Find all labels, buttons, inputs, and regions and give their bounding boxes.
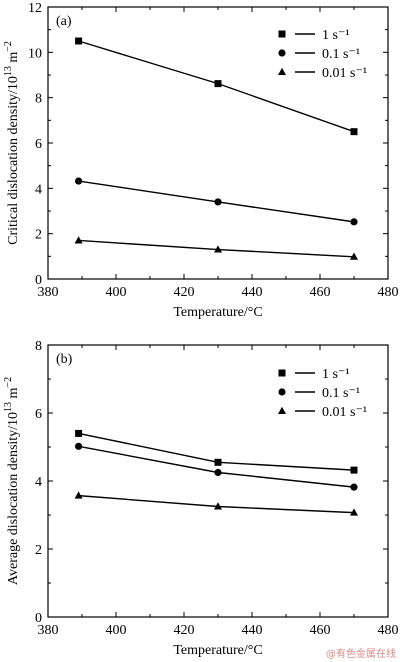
legend-marker-2 bbox=[278, 406, 286, 414]
series-2-point bbox=[214, 245, 222, 253]
y-tick-label: 4 bbox=[35, 475, 42, 490]
x-tick-label: 460 bbox=[310, 623, 331, 638]
series-0-point bbox=[75, 37, 83, 45]
x-tick-label: 380 bbox=[38, 623, 59, 638]
series-2-point bbox=[74, 491, 83, 499]
legend-label-2: 0.01 s⁻¹ bbox=[322, 405, 367, 420]
legend-label-1: 0.1 s⁻¹ bbox=[322, 47, 360, 62]
y-tick-label: 8 bbox=[35, 92, 42, 107]
legend-marker-2 bbox=[278, 67, 286, 75]
panel-label: (a) bbox=[56, 14, 72, 29]
series-line-1 bbox=[78, 445, 355, 488]
y-tick-label: 2 bbox=[35, 228, 42, 243]
watermark-text: @有色金属在线 bbox=[326, 647, 396, 660]
x-tick-label: 480 bbox=[378, 285, 399, 300]
series-2-point bbox=[74, 236, 83, 244]
x-axis-title: Temperature/°C bbox=[173, 305, 262, 320]
y-tick-label: 6 bbox=[35, 407, 42, 422]
y-tick-label: 6 bbox=[35, 137, 42, 152]
series-0-point bbox=[75, 429, 83, 437]
series-2-point bbox=[214, 502, 222, 510]
legend-label-2: 0.01 s⁻¹ bbox=[322, 66, 367, 81]
y-tick-label: 10 bbox=[28, 46, 42, 61]
x-tick-label: 420 bbox=[174, 623, 195, 638]
x-axis-title: Temperature/°C bbox=[173, 643, 262, 658]
y-tick-label: 12 bbox=[28, 1, 42, 16]
legend-marker-1 bbox=[278, 49, 286, 57]
legend-label-0: 1 s⁻¹ bbox=[322, 367, 350, 382]
legend-marker-1 bbox=[278, 388, 286, 396]
series-1-point bbox=[75, 177, 83, 185]
chart-panel-a: 380 400 420 440 460 480 0 2 4 6 8 10 12 Temperature/°… bbox=[3, 1, 399, 320]
x-tick-label: 440 bbox=[242, 285, 263, 300]
x-tick-label: 460 bbox=[310, 285, 331, 300]
chart-panel-b: 380 400 420 440 460 480 0 2 4 6 8 Temperature/°C Ave… bbox=[3, 339, 399, 658]
x-tick-label: 480 bbox=[378, 623, 399, 638]
y-tick-label: 2 bbox=[35, 543, 42, 558]
x-tick-label: 380 bbox=[38, 285, 59, 300]
series-0-point bbox=[350, 128, 358, 136]
x-tick-label: 400 bbox=[106, 285, 127, 300]
y-tick-label: 8 bbox=[35, 339, 42, 354]
series-1-point bbox=[350, 218, 358, 226]
series-1-point bbox=[350, 483, 358, 491]
series-0-point bbox=[214, 458, 222, 466]
legend-marker-0 bbox=[278, 369, 286, 377]
y-tick-label: 0 bbox=[35, 273, 42, 288]
x-tick-label: 420 bbox=[174, 285, 195, 300]
y-axis-title: Critical dislocation density/1013 m−2 bbox=[3, 41, 21, 245]
panel-label: (b) bbox=[56, 352, 73, 367]
y-tick-label: 4 bbox=[35, 182, 42, 197]
series-2-point bbox=[350, 252, 358, 260]
series-1-point bbox=[214, 198, 222, 206]
legend-label-1: 0.1 s⁻¹ bbox=[322, 386, 360, 401]
y-tick-label: 0 bbox=[35, 611, 42, 626]
y-axis-title: Average dislocation density/1013 m−2 bbox=[3, 377, 21, 585]
legend-label-0: 1 s⁻¹ bbox=[322, 28, 350, 43]
series-0-point bbox=[214, 80, 222, 88]
x-tick-label: 400 bbox=[106, 623, 127, 638]
legend-marker-0 bbox=[278, 30, 286, 38]
x-tick-label: 440 bbox=[242, 623, 263, 638]
series-0-point bbox=[350, 466, 358, 474]
series-2-point bbox=[350, 508, 358, 516]
series-1-point bbox=[214, 468, 222, 477]
series-1-point bbox=[75, 442, 83, 450]
series-line-2 bbox=[78, 494, 355, 514]
